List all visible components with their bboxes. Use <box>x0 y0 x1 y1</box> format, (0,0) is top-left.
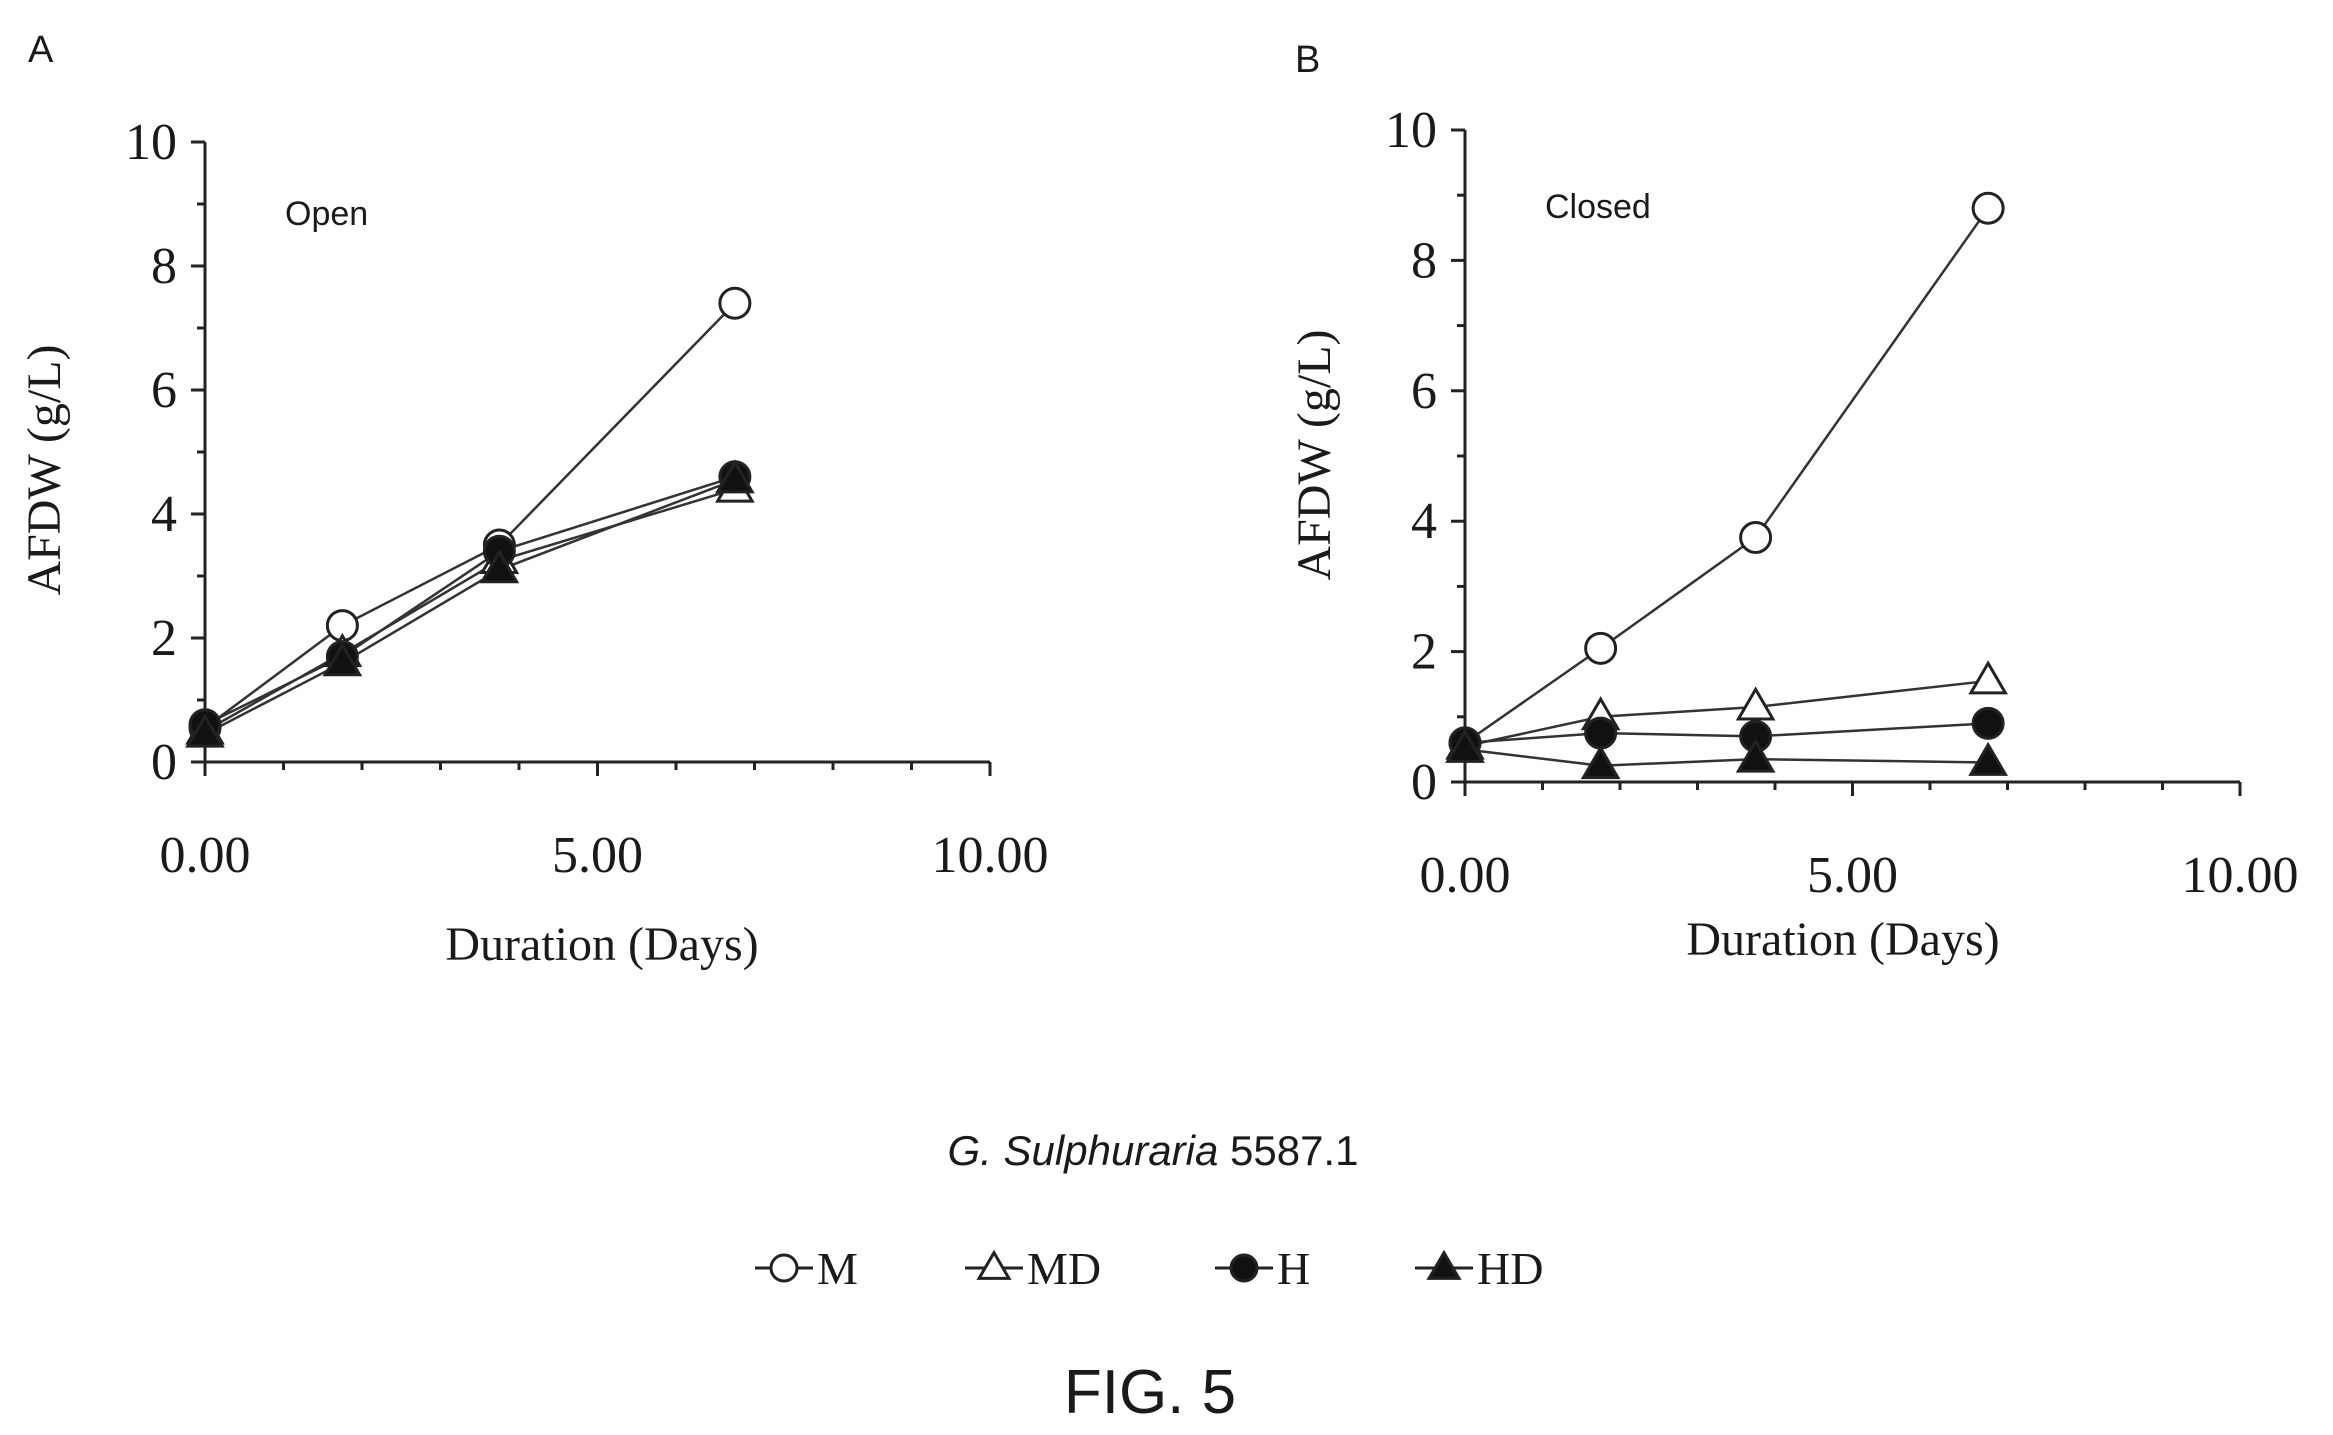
series-line-md <box>1464 679 1989 748</box>
chart-panel-b: B Closed AFDW (g/L) Duration (Days) 0 2 4 6… <box>1288 39 2299 966</box>
legend-label: H <box>1277 1243 1310 1294</box>
x-tick-label: 10.00 <box>932 827 1049 884</box>
caption-strain: 5587.1 <box>1218 1127 1358 1174</box>
y-tick-label: 6 <box>151 362 177 419</box>
series-line-hd <box>204 478 736 736</box>
data-point-md <box>1968 660 2008 695</box>
series-line-md <box>204 488 736 733</box>
y-tick-label: 0 <box>1411 754 1437 811</box>
data-point-m <box>1971 191 2005 225</box>
legend-label: M <box>817 1243 858 1294</box>
y-tick-label: 4 <box>151 486 177 543</box>
x-tick-label: 0.00 <box>1420 847 1511 904</box>
x-tick-label: 5.00 <box>552 827 643 884</box>
y-tick-label: 10 <box>125 114 177 171</box>
data-point-m <box>1739 521 1773 554</box>
legend-marker <box>976 1249 1012 1280</box>
legend-label: MD <box>1027 1243 1101 1294</box>
legend: M MD H HD <box>755 1243 1543 1294</box>
legend-item-md: MD <box>965 1243 1101 1294</box>
legend-item-hd: HD <box>1415 1243 1543 1294</box>
data-point-hd <box>185 713 225 748</box>
data-point-h <box>1971 706 2005 740</box>
y-tick-label: 2 <box>1411 624 1437 681</box>
series-line-hd <box>1464 748 1989 767</box>
y-tick-label: 8 <box>1411 232 1437 289</box>
data-point-hd <box>479 549 520 584</box>
data-point-hd <box>1445 728 1485 763</box>
y-tick-label: 6 <box>1411 363 1437 420</box>
caption-species: G. Sulphuraria <box>948 1127 1219 1174</box>
series-line-m <box>1464 207 1990 744</box>
x-axis-label: Duration (Days) <box>1686 913 1999 966</box>
y-tick-label: 4 <box>1411 493 1437 550</box>
legend-label: HD <box>1477 1243 1543 1294</box>
y-axis-label: AFDW (g/L) <box>1288 329 1341 580</box>
y-tick-label: 8 <box>151 238 177 295</box>
x-tick-label: 0.00 <box>160 827 251 884</box>
x-tick-label: 10.00 <box>2182 847 2299 904</box>
legend-marker <box>1229 1253 1259 1283</box>
x-axis-label: Duration (Days) <box>445 918 758 971</box>
data-point-m <box>1584 631 1618 665</box>
data-point-hd <box>1580 745 1621 780</box>
series-line-h <box>204 475 736 726</box>
data-point-hd <box>715 459 755 494</box>
legend-marker <box>1426 1249 1462 1280</box>
data-point-hd <box>1735 738 1776 773</box>
panel-annotation: Open <box>285 195 368 233</box>
series-line-h <box>1464 722 1989 745</box>
panel-annotation: Closed <box>1545 188 1651 226</box>
figure-caption: G. Sulphuraria 5587.1 <box>948 1127 1359 1174</box>
data-point-hd <box>322 642 363 677</box>
y-tick-label: 2 <box>151 610 177 667</box>
legend-marker <box>769 1253 799 1283</box>
data-point-h <box>1584 716 1618 750</box>
panel-label: B <box>1295 39 1320 81</box>
legend-item-h: H <box>1215 1243 1310 1294</box>
y-tick-label: 0 <box>151 734 177 791</box>
y-tick-label: 10 <box>1385 102 1437 159</box>
series-line-m <box>204 302 736 729</box>
y-axis-label: AFDW (g/L) <box>18 344 71 595</box>
figure-label: FIG. 5 <box>1064 1358 1236 1427</box>
panel-label: A <box>28 29 54 71</box>
legend-item-m: M <box>755 1243 858 1294</box>
chart-panel-a: A Open AFDW (g/L) Duration (Days) 0 2 4 6 8 1… <box>18 29 1049 971</box>
data-point-m <box>718 286 752 320</box>
x-tick-label: 5.00 <box>1807 847 1898 904</box>
data-point-md <box>1735 686 1776 721</box>
data-point-hd <box>1968 741 2008 776</box>
